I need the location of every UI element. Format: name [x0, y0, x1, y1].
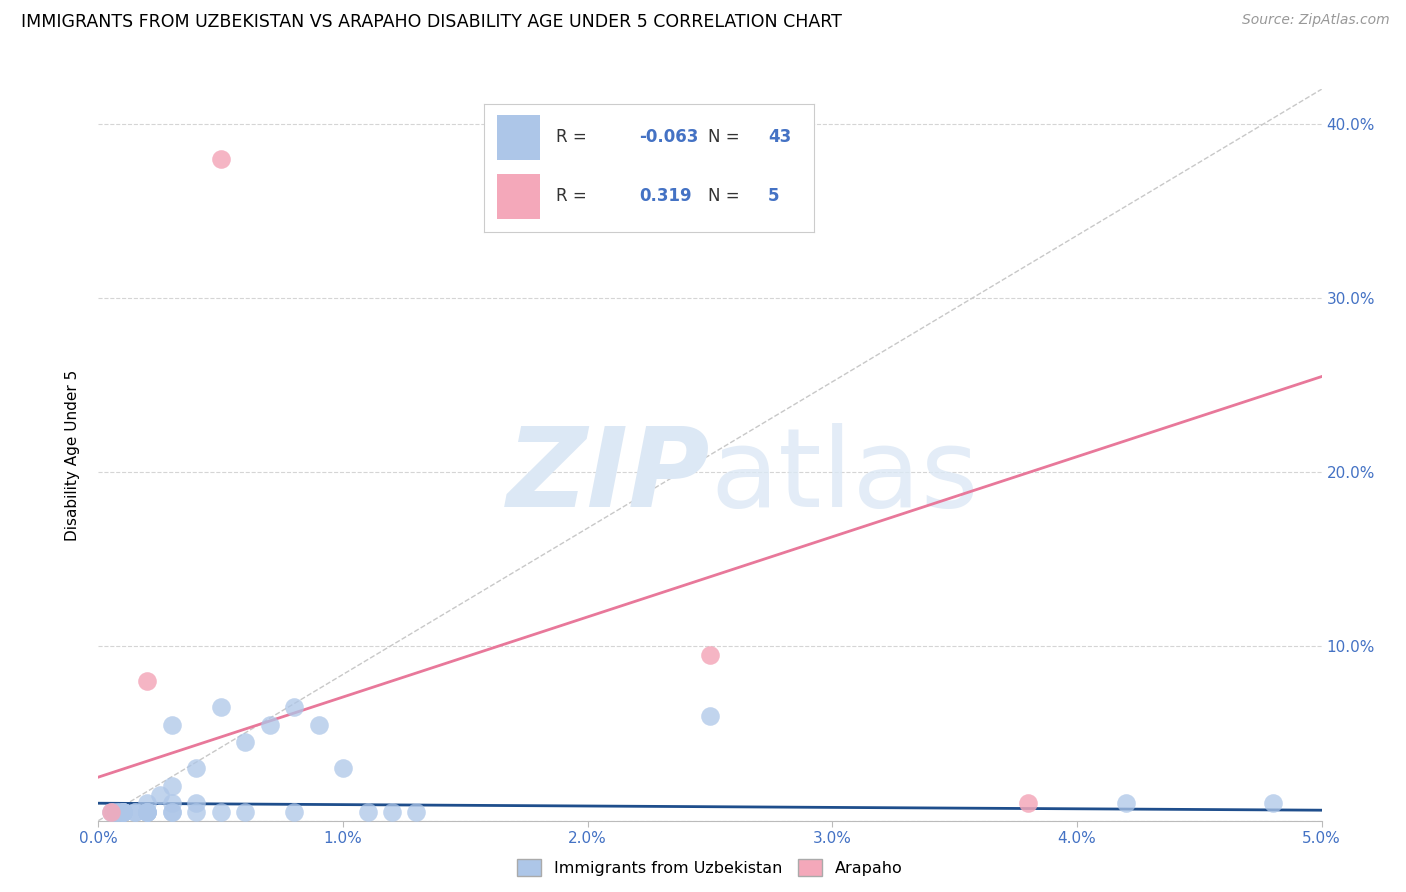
- Point: [381, 805, 404, 819]
- Point: [111, 805, 134, 819]
- Point: [104, 805, 127, 819]
- Text: IMMIGRANTS FROM UZBEKISTAN VS ARAPAHO DISABILITY AGE UNDER 5 CORRELATION CHART: IMMIGRANTS FROM UZBEKISTAN VS ARAPAHO DI…: [21, 13, 842, 31]
- Point: [100, 805, 122, 819]
- Point: [101, 805, 124, 819]
- Point: [111, 805, 134, 819]
- Point: [405, 805, 427, 819]
- Legend: Immigrants from Uzbekistan, Arapaho: Immigrants from Uzbekistan, Arapaho: [510, 853, 910, 882]
- Point: [356, 805, 378, 819]
- Point: [136, 796, 159, 810]
- Point: [233, 805, 256, 819]
- Point: [149, 788, 172, 802]
- Point: [124, 805, 146, 819]
- Point: [111, 805, 134, 819]
- Point: [110, 805, 132, 819]
- Point: [107, 805, 129, 819]
- Point: [186, 805, 208, 819]
- Point: [259, 718, 281, 732]
- Point: [136, 805, 159, 819]
- Point: [699, 648, 721, 663]
- Text: atlas: atlas: [710, 424, 979, 531]
- Y-axis label: Disability Age Under 5: Disability Age Under 5: [65, 369, 80, 541]
- Point: [111, 805, 134, 819]
- Point: [136, 805, 159, 819]
- Point: [283, 805, 305, 819]
- Point: [136, 805, 159, 819]
- Point: [160, 779, 183, 793]
- Point: [160, 805, 183, 819]
- Point: [699, 709, 721, 723]
- Point: [136, 805, 159, 819]
- Point: [100, 805, 122, 819]
- Point: [308, 718, 330, 732]
- Point: [124, 805, 146, 819]
- Point: [1115, 796, 1137, 810]
- Point: [160, 796, 183, 810]
- Point: [136, 674, 159, 689]
- Point: [186, 796, 208, 810]
- Point: [160, 718, 183, 732]
- Point: [111, 805, 134, 819]
- Point: [233, 735, 256, 749]
- Point: [209, 152, 232, 166]
- Point: [209, 700, 232, 714]
- Point: [1017, 796, 1039, 810]
- Text: Source: ZipAtlas.com: Source: ZipAtlas.com: [1241, 13, 1389, 28]
- Point: [111, 805, 134, 819]
- Point: [283, 700, 305, 714]
- Point: [186, 761, 208, 775]
- Point: [332, 761, 354, 775]
- Text: ZIP: ZIP: [506, 424, 710, 531]
- Point: [1261, 796, 1284, 810]
- Point: [160, 805, 183, 819]
- Point: [209, 805, 232, 819]
- Point: [111, 805, 134, 819]
